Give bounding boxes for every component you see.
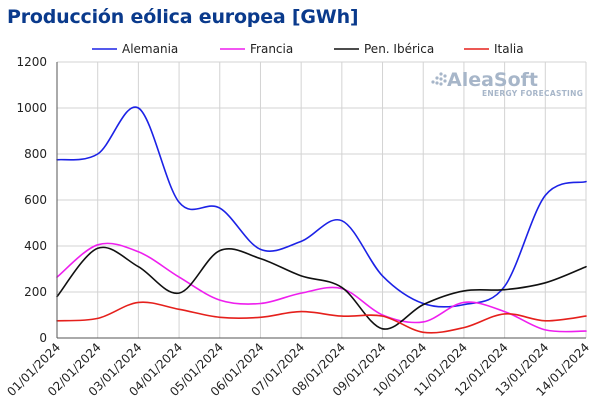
y-tick-label: 0 [39,331,47,345]
legend-label: Alemania [122,42,178,56]
logo-name: AleaSoft [447,69,538,91]
logo-dot [431,80,435,84]
axes [56,62,586,339]
logo-dot [439,72,443,76]
logo-dots-icon [431,72,447,86]
aleasoft-logo: AleaSoft ENERGY FORECASTING [431,69,583,98]
legend-label: Italia [494,42,524,56]
legend-label: Francia [250,42,293,56]
series-line-pen-ib-rica [56,246,587,330]
y-tick-label: 600 [24,193,47,207]
logo-dot [439,82,443,86]
y-tick-label: 1000 [16,101,47,115]
y-tick-label: 1200 [16,55,47,69]
grid-lines [57,61,587,338]
legend-label: Pen. Ibérica [364,42,434,56]
y-tick-label: 800 [24,147,47,161]
logo-dot [443,79,447,83]
series-line-francia [56,242,587,333]
logo-dot [439,77,443,81]
series-line-alemania [56,106,587,308]
x-tick-labels: 01/01/202402/01/202403/01/202404/01/2024… [4,340,592,399]
series-lines [56,106,587,334]
logo-dot [435,76,439,80]
logo-dot [435,81,439,85]
legend: Alemania Francia Pen. Ibérica Italia [92,42,524,56]
logo-dot [443,74,447,78]
chart-title: Producción eólica europea [GWh] [7,6,359,28]
y-tick-labels: 0 200 400 600 800 1000 1200 [16,55,47,345]
y-tick-label: 400 [24,239,47,253]
series-line-italia [56,301,587,334]
logo-tagline: ENERGY FORECASTING [482,89,583,98]
y-tick-label: 200 [24,285,47,299]
